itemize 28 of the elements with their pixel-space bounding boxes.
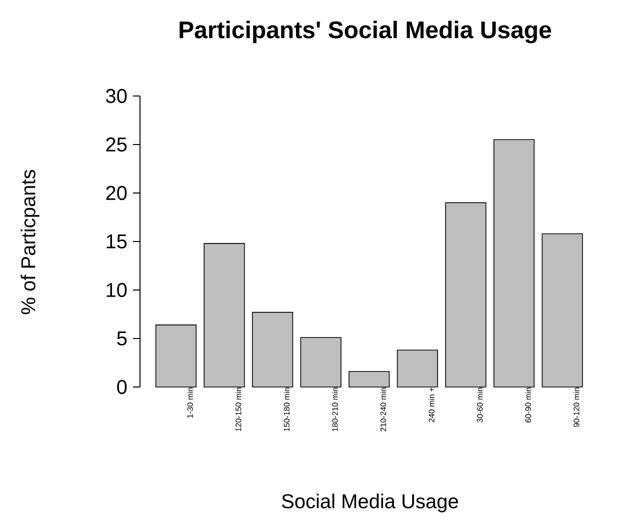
y-tick-label: 10 [106,282,127,298]
chart-title: Participants' Social Media Usage [180,20,552,44]
y-tick-label: 15 [106,234,127,248]
bar [300,337,342,388]
y-tick-label: 25 [106,137,127,152]
y-tick-label: 20 [106,186,127,200]
bar [445,202,486,388]
x-tick-label: 1-30 min [187,388,193,418]
bar [204,243,245,388]
bar [396,350,438,388]
y-tick-label: 0 [117,380,127,394]
bar [542,233,583,388]
x-tick-label: 150-180 min [284,388,290,432]
x-tick-label: 120-150 min [235,388,242,432]
x-tick-label: 180-210 min [332,388,338,432]
bar [493,139,535,388]
y-tick-label: 30 [106,88,127,104]
x-tick-label: 90-120 min [573,388,580,427]
bar [252,312,294,388]
x-tick-label: 210-240 min [380,388,386,432]
y-axis-title: % of Particpants [20,170,40,314]
bar [155,324,197,388]
y-tick-label: 5 [117,332,127,346]
x-tick-label: 240 min + [428,388,434,422]
x-axis-title: Social Media Usage [282,494,458,512]
x-tick-label: 30-60 min [476,388,483,422]
x-tick-label: 60-90 min [525,388,531,422]
bar [348,371,390,388]
